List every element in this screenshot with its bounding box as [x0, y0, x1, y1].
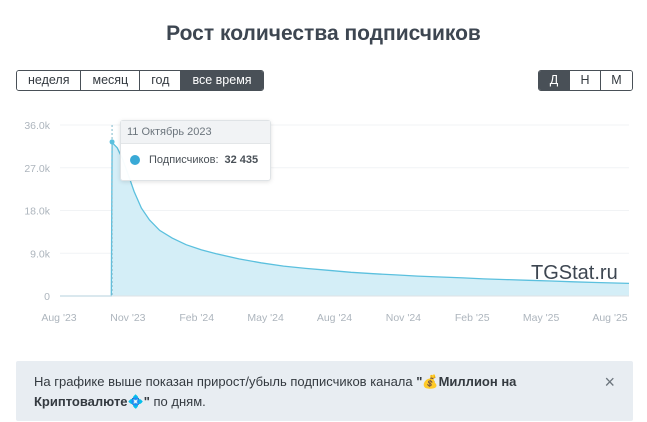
info-text-prefix: На графике выше показан прирост/убыль по…: [34, 374, 417, 389]
x-tick-label: Feb '25: [455, 312, 490, 324]
period-all-time-button[interactable]: все время: [181, 71, 263, 90]
y-tick-label: 36.0k: [24, 120, 50, 132]
x-tick-label: Nov '23: [110, 312, 145, 324]
y-tick-label: 18.0k: [24, 206, 50, 218]
tooltip-date: 11 Октябрь 2023: [121, 121, 270, 144]
info-banner: На графике выше показан прирост/убыль по…: [16, 361, 633, 421]
x-tick-label: May '24: [247, 312, 284, 324]
scale-month-button[interactable]: М: [601, 71, 632, 90]
close-icon[interactable]: ×: [604, 372, 615, 392]
series-line: [60, 139, 630, 297]
x-tick-label: Aug '25: [592, 312, 627, 324]
x-tick-label: May '25: [523, 312, 560, 324]
period-month-button[interactable]: месяц: [81, 71, 141, 90]
watermark: TGStat.ru: [531, 262, 618, 284]
y-tick-label: 9.0k: [30, 248, 51, 260]
x-tick-label: Feb '24: [179, 312, 214, 324]
tooltip-series-label: Подписчиков:: [149, 154, 219, 166]
scale-selector: Д Н М: [538, 70, 633, 91]
y-tick-label: 27.0k: [24, 163, 50, 175]
scale-week-button[interactable]: Н: [570, 71, 601, 90]
series-dot-icon: [130, 155, 140, 165]
period-selector: неделя месяц год все время: [16, 70, 264, 91]
series-area: [60, 141, 629, 296]
y-tick-label: 0: [44, 291, 50, 303]
x-tick-label: Aug '24: [317, 312, 352, 324]
subscribers-chart[interactable]: 0 9.0k 18.0k 27.0k 36.0k Aug '23 Nov '23 Feb '2…: [0, 110, 647, 330]
chart-canvas: 0 9.0k 18.0k 27.0k 36.0k Aug '23 Nov '23 Feb '2…: [24, 120, 630, 324]
period-week-button[interactable]: неделя: [17, 71, 82, 90]
highlight-point: [109, 139, 115, 145]
tooltip-value: 32 435: [224, 154, 259, 166]
scale-day-button[interactable]: Д: [539, 71, 570, 90]
info-text-suffix: по дням.: [149, 394, 206, 409]
x-tick-label: Aug '23: [41, 312, 76, 324]
x-tick-label: Nov '24: [386, 312, 421, 324]
period-year-button[interactable]: год: [140, 71, 182, 90]
info-channel-name: "💰Миллион на Криптовалюте💠": [34, 374, 517, 409]
page-title: Рост количества подписчиков: [166, 22, 481, 45]
chart-tooltip: 11 Октябрь 2023 Подписчиков: 32 435: [120, 120, 271, 181]
